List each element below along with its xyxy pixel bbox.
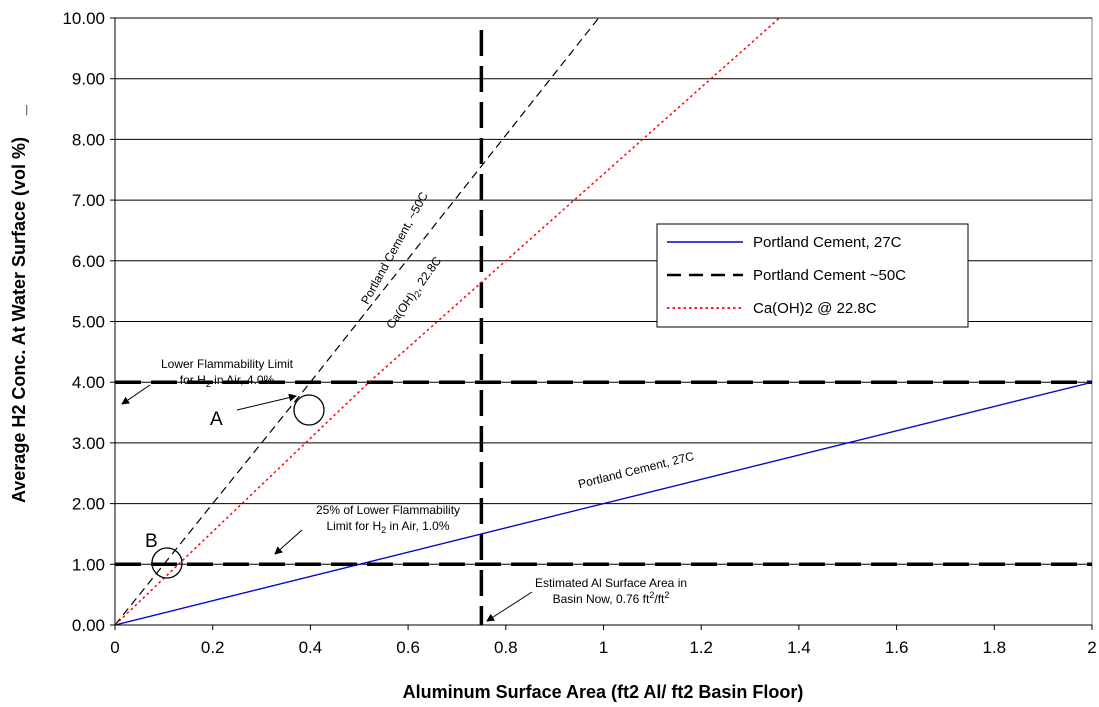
y-tick-label-10: 10.00 <box>62 9 105 28</box>
legend: Portland Cement, 27C Portland Cement ~50C… <box>656 223 969 328</box>
circle-point-b <box>151 547 183 579</box>
y-tick-label-6: 6.00 <box>72 252 105 271</box>
series-line-0 <box>114 381 1093 626</box>
arrow-estimated <box>486 591 533 622</box>
y-tick-label-7: 7.00 <box>72 191 105 210</box>
x-tick-label-10: 2 <box>1087 638 1096 657</box>
annotation-estimated-line1: Estimated Al Surface Area in <box>535 576 687 590</box>
y-tick-label-0: 0.00 <box>72 616 105 635</box>
arrow-point-a <box>236 393 297 411</box>
legend-label-1: Portland Cement ~50C <box>753 267 906 284</box>
legend-box <box>656 223 969 328</box>
x-tick-label-4: 0.8 <box>494 638 518 657</box>
annotation-lfl-line1: Lower Flammability Limit <box>161 357 294 371</box>
x-tick-label-6: 1.2 <box>689 638 713 657</box>
y-tick-label-3: 3.00 <box>72 434 105 453</box>
annotation-estimated-line2: Basin Now, 0.76 ft2/ft2 <box>553 590 670 606</box>
x-tick-labels: 0 0.2 0.4 0.6 0.8 1 1.2 1.4 1.6 1.8 2 <box>110 625 1097 657</box>
series-line-2 <box>114 17 780 626</box>
x-axis-title: Aluminum Surface Area (ft2 Al/ ft2 Basin… <box>403 682 804 702</box>
y-axis-title-group: Average H2 Conc. At Water Surface (vol %… <box>9 137 29 503</box>
y-tick-label-1: 1.00 <box>72 555 105 574</box>
point-a-label: A <box>210 409 223 430</box>
y-axis-title-suffix-group: _ <box>9 104 29 116</box>
legend-label-2: Ca(OH)2 @ 22.8C <box>753 300 877 317</box>
annotation-lfl25-line1: 25% of Lower Flammability <box>316 503 460 517</box>
circle-point-a <box>293 394 325 426</box>
x-tick-label-7: 1.4 <box>787 638 811 657</box>
x-tick-label-0: 0 <box>110 638 119 657</box>
x-tick-label-2: 0.4 <box>299 638 323 657</box>
series-lines <box>114 17 1093 626</box>
arrow-lfl25 <box>274 529 303 555</box>
y-axis-title-suffix: _ <box>9 104 29 116</box>
y-tick-label-4: 4.00 <box>72 373 105 392</box>
y-tick-label-2: 2.00 <box>72 495 105 514</box>
x-tick-label-9: 1.8 <box>982 638 1006 657</box>
x-tick-label-1: 0.2 <box>201 638 225 657</box>
point-b-label: B <box>145 531 158 552</box>
y-tick-label-5: 5.00 <box>72 313 105 332</box>
y-tick-labels: 0.00 1.00 2.00 3.00 4.00 5.00 6.00 7.00 8.00 9.00… <box>62 9 115 635</box>
x-tick-label-5: 1 <box>599 638 608 657</box>
y-tick-label-9: 9.00 <box>72 70 105 89</box>
annotation-lfl25-line2: Limit for H2 in Air, 1.0% <box>326 519 449 535</box>
reference-lines <box>115 30 1092 625</box>
y-axis-title: Average H2 Conc. At Water Surface (vol %… <box>9 137 29 503</box>
x-tick-label-3: 0.6 <box>396 638 420 657</box>
annotation-lfl-line2: for H2 in Air, 4.0% <box>180 373 275 389</box>
legend-label-0: Portland Cement, 27C <box>753 234 902 251</box>
arrow-lfl <box>121 384 151 405</box>
x-tick-label-8: 1.6 <box>885 638 909 657</box>
y-tick-label-8: 8.00 <box>72 130 105 149</box>
